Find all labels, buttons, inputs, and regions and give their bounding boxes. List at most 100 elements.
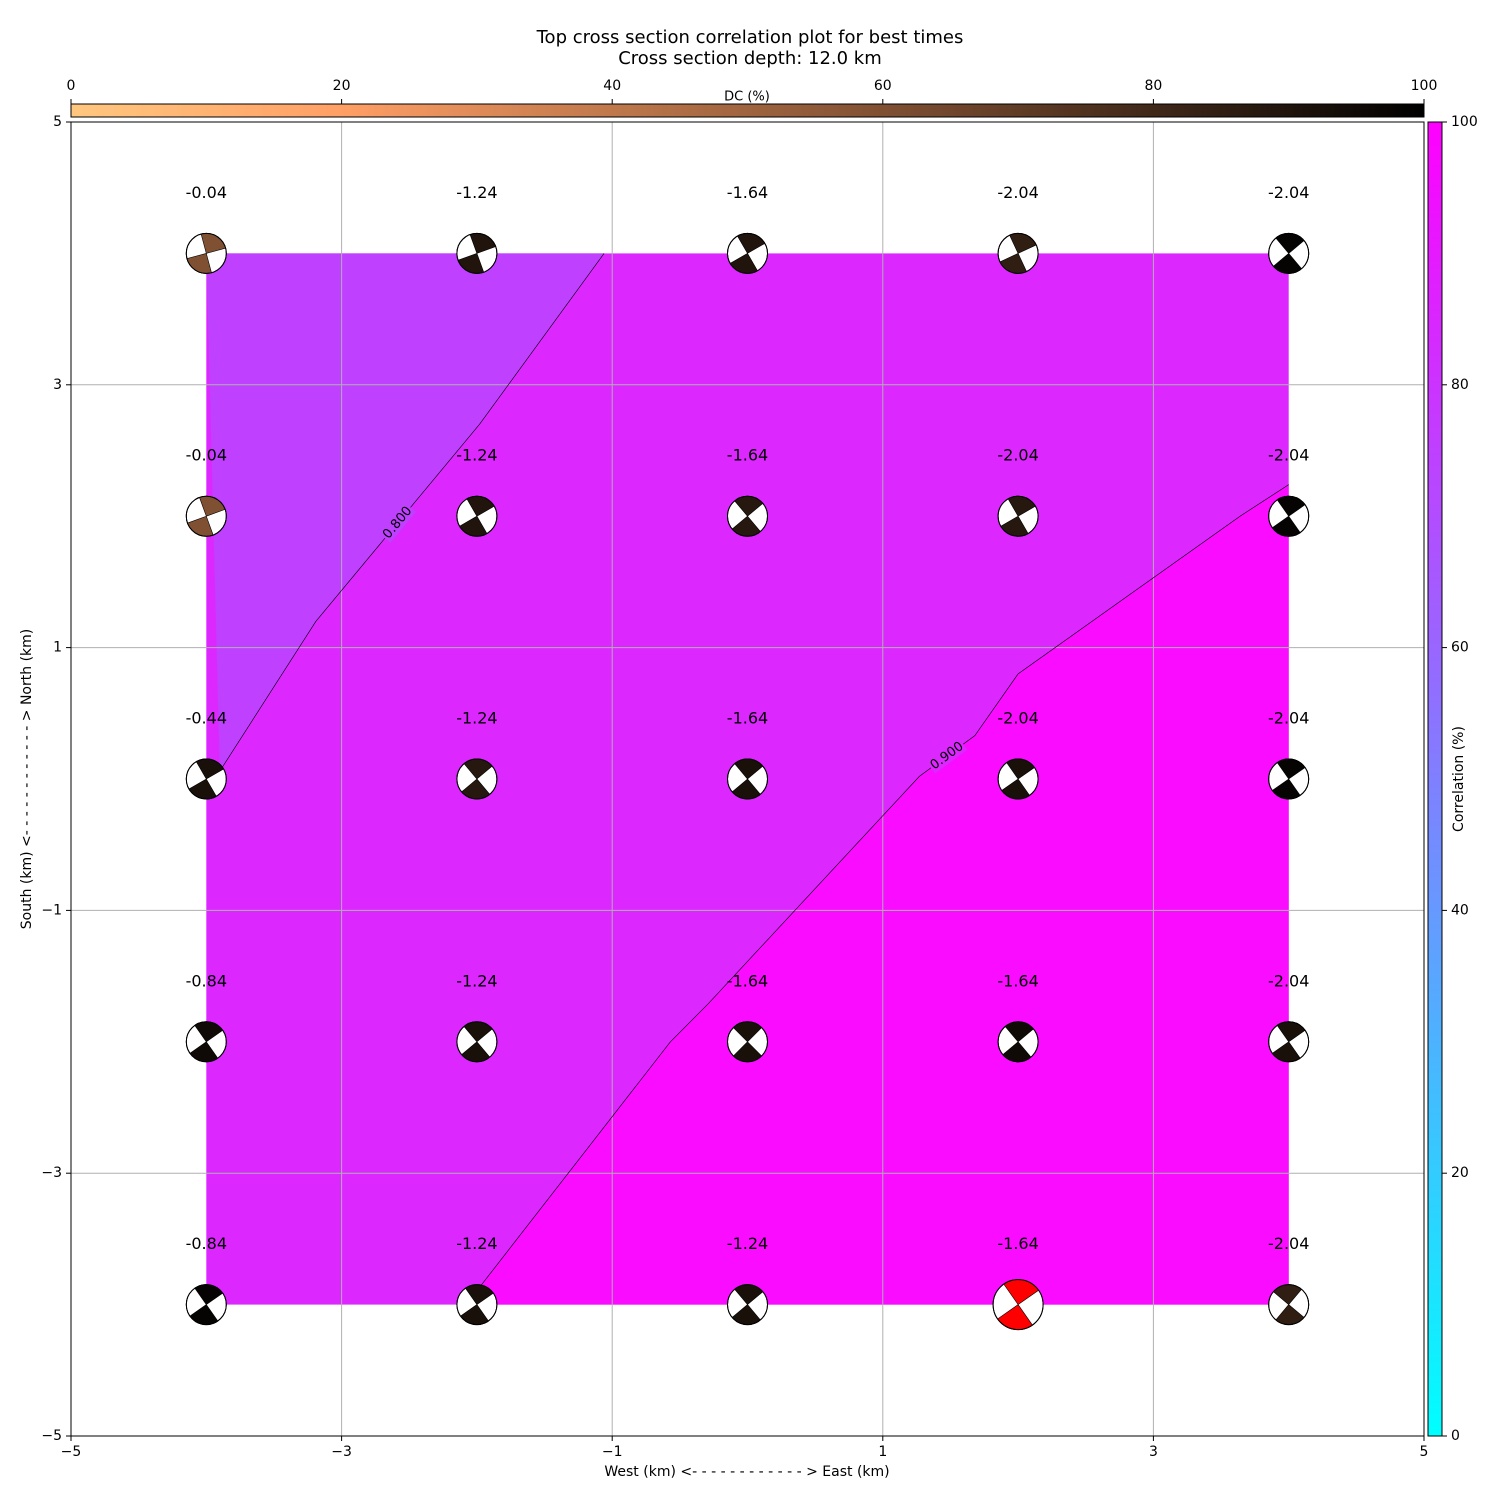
y-tick-label: 1: [53, 640, 62, 656]
beachball: [997, 232, 1039, 274]
y-tick-label: 5: [53, 114, 62, 130]
beachball: [185, 232, 227, 274]
beachball: [727, 232, 768, 274]
point-label: -1.24: [456, 446, 497, 465]
beachball-outline: [185, 1284, 227, 1326]
x-tick-label: −5: [61, 1444, 82, 1460]
colorbar: [70, 103, 1425, 118]
point-label: -0.84: [186, 1234, 227, 1253]
colorbar-tick-label: 60: [874, 78, 892, 94]
beachball-outline: [727, 1021, 768, 1063]
beachball: [727, 758, 768, 800]
y-tick-label: −3: [41, 1165, 62, 1181]
beachball-outline: [185, 1021, 227, 1063]
y-tick-label: 3: [53, 377, 62, 393]
point-label: -1.24: [727, 1234, 768, 1253]
beachball-outline: [727, 758, 768, 800]
colorbar-label: Correlation (%): [1451, 726, 1467, 832]
beachball: [456, 495, 498, 537]
y-tick-label: −5: [41, 1428, 62, 1444]
point-label: -1.64: [727, 183, 768, 202]
beachball: [997, 1021, 1039, 1063]
beachball-outline: [997, 232, 1039, 274]
beachball-outline: [185, 495, 227, 537]
point-label: -1.24: [456, 1234, 497, 1253]
point-label: -2.04: [1268, 1234, 1309, 1253]
beachball: [185, 495, 227, 537]
beachball: [185, 1284, 227, 1326]
point-label: -1.64: [997, 1234, 1038, 1253]
beachball-outline: [997, 1021, 1039, 1063]
beachball: [727, 1021, 768, 1063]
beachball-outline: [1268, 232, 1310, 274]
x-tick-label: −3: [331, 1444, 352, 1460]
contour-fill: [466, 484, 1289, 1305]
point-label: -2.04: [997, 446, 1038, 465]
beachball-outline: [185, 758, 227, 800]
beachball: [1268, 758, 1310, 800]
beachball: [727, 495, 768, 537]
colorbar-tick-label: 100: [1451, 114, 1478, 130]
colorbar-tick-label: 60: [1451, 640, 1469, 656]
x-tick-label: 3: [1149, 1444, 1158, 1460]
beachball-outline: [727, 1284, 768, 1326]
point-label: -1.64: [997, 971, 1038, 990]
point-label: -0.44: [186, 709, 227, 728]
beachball: [456, 1021, 498, 1063]
point-label: -1.64: [727, 971, 768, 990]
beachball: [456, 1284, 498, 1326]
beachball-outline: [456, 758, 498, 800]
point-label: -2.04: [1268, 709, 1309, 728]
point-label: -0.04: [186, 446, 227, 465]
beachball-outline: [1268, 495, 1310, 537]
beachball: [185, 758, 227, 800]
beachball-outline: [1268, 1021, 1310, 1063]
colorbar-tick-label: 100: [1411, 78, 1438, 94]
point-label: -1.24: [456, 183, 497, 202]
x-axis-label: West (km) <- - - - - - - - - - - - > Eas…: [604, 1464, 889, 1480]
colorbar-tick-label: 0: [1451, 1428, 1460, 1444]
beachball-outline: [1268, 758, 1310, 800]
x-tick-label: −1: [602, 1444, 623, 1460]
contour-label-bg: [926, 738, 968, 774]
contour-label-bg: [379, 502, 416, 543]
y-tick-label: −1: [41, 902, 62, 918]
chart-title: Top cross section correlation plot for b…: [536, 27, 964, 48]
colorbar-tick-label: 20: [333, 78, 351, 94]
x-tick-label: 1: [878, 1444, 887, 1460]
colorbar: [1427, 121, 1443, 1437]
point-label: -0.04: [186, 183, 227, 202]
beachball: [456, 232, 498, 274]
beachball: [992, 1279, 1044, 1331]
point-label: -2.04: [1268, 971, 1309, 990]
x-tick-label: 5: [1420, 1444, 1429, 1460]
point-label: -1.24: [456, 971, 497, 990]
beachball: [1268, 232, 1310, 274]
colorbar-tick-label: 40: [1451, 902, 1469, 918]
point-label: -2.04: [997, 183, 1038, 202]
point-label: -2.04: [1268, 446, 1309, 465]
colorbar-tick-label: 20: [1451, 1165, 1469, 1181]
beachball-outline: [456, 495, 498, 537]
beachball-outline: [727, 495, 768, 537]
plot-frame: [70, 121, 1425, 1437]
beachball-outline: [997, 495, 1039, 537]
y-axis-label: South (km) <- - - - - - - - - - - - > No…: [19, 629, 35, 929]
beachball: [1268, 495, 1310, 537]
point-label: -2.04: [1268, 183, 1309, 202]
point-label: -1.64: [727, 709, 768, 728]
beachball: [456, 758, 498, 800]
point-label: -1.24: [456, 709, 497, 728]
beachball-outline: [992, 1279, 1044, 1331]
beachball-outline: [456, 232, 498, 274]
beachball-outline: [456, 1021, 498, 1063]
beachball: [997, 495, 1039, 537]
colorbar-tick-label: 0: [67, 78, 76, 94]
beachball-outline: [997, 758, 1039, 800]
beachball-outline: [1268, 1284, 1310, 1326]
colorbar-tick-label: 40: [603, 78, 621, 94]
beachball: [1268, 1284, 1310, 1326]
beachball-outline: [185, 232, 227, 274]
